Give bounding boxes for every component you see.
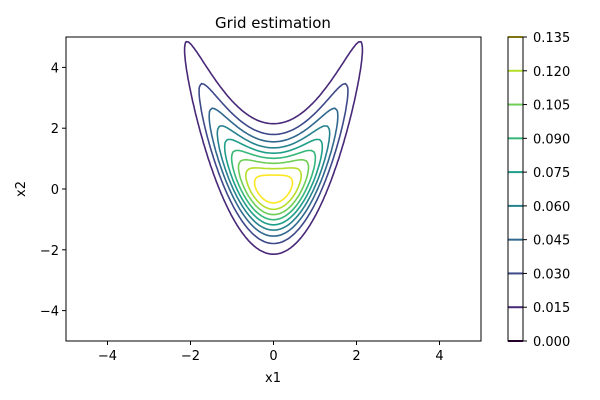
y-tick-label: −4 — [40, 305, 59, 320]
contour-line-0.105 — [237, 158, 310, 216]
colorbar-frame — [507, 36, 524, 342]
contour-line-0.075 — [223, 138, 324, 226]
y-tick-label: 4 — [51, 61, 59, 76]
plot-frame — [65, 36, 482, 342]
colorbar-background — [508, 37, 523, 341]
colorbar-tick-label: 0.120 — [533, 65, 570, 80]
y-axis-ticks: −4 −2 0 2 4 — [40, 61, 66, 320]
contour-lines — [183, 40, 364, 255]
x-tick-label: −2 — [181, 349, 200, 364]
colorbar-tick-label: 0.060 — [533, 200, 570, 215]
contour-line-0.135 — [253, 174, 294, 204]
colorbar-tick-label: 0.135 — [533, 31, 570, 46]
contour-line-0.015 — [183, 40, 364, 255]
x-tick-label: −4 — [98, 349, 117, 364]
colorbar-tick-label: 0.030 — [533, 267, 570, 282]
colorbar: 0.000 0.015 0.030 0.045 0.060 0.075 0.090 0.105… — [507, 31, 570, 350]
contour-line-0.120 — [245, 167, 302, 211]
colorbar-tick-label: 0.000 — [533, 335, 570, 350]
x-axis-label: x1 — [265, 371, 281, 386]
y-axis-label: x2 — [14, 181, 29, 197]
x-tick-label: 4 — [435, 349, 443, 364]
colorbar-tick-label: 0.075 — [533, 166, 570, 181]
colorbar-tick-label: 0.045 — [533, 234, 570, 249]
colorbar-tick-label: 0.015 — [533, 301, 570, 316]
colorbar-tick-label: 0.090 — [533, 132, 570, 147]
y-tick-label: 2 — [51, 122, 59, 137]
contour-line-0.045 — [208, 107, 339, 237]
x-tick-label: 0 — [269, 349, 277, 364]
contour-line-0.090 — [230, 149, 317, 221]
y-tick-label: −2 — [40, 244, 59, 259]
contour-line-0.030 — [198, 82, 349, 245]
colorbar-tick-label: 0.105 — [533, 99, 570, 114]
x-axis-ticks: −4 −2 0 2 4 — [98, 341, 444, 364]
y-tick-label: 0 — [51, 183, 59, 198]
chart-title: Grid estimation — [215, 14, 331, 32]
contour-line-0.060 — [216, 125, 331, 231]
x-tick-label: 2 — [352, 349, 360, 364]
